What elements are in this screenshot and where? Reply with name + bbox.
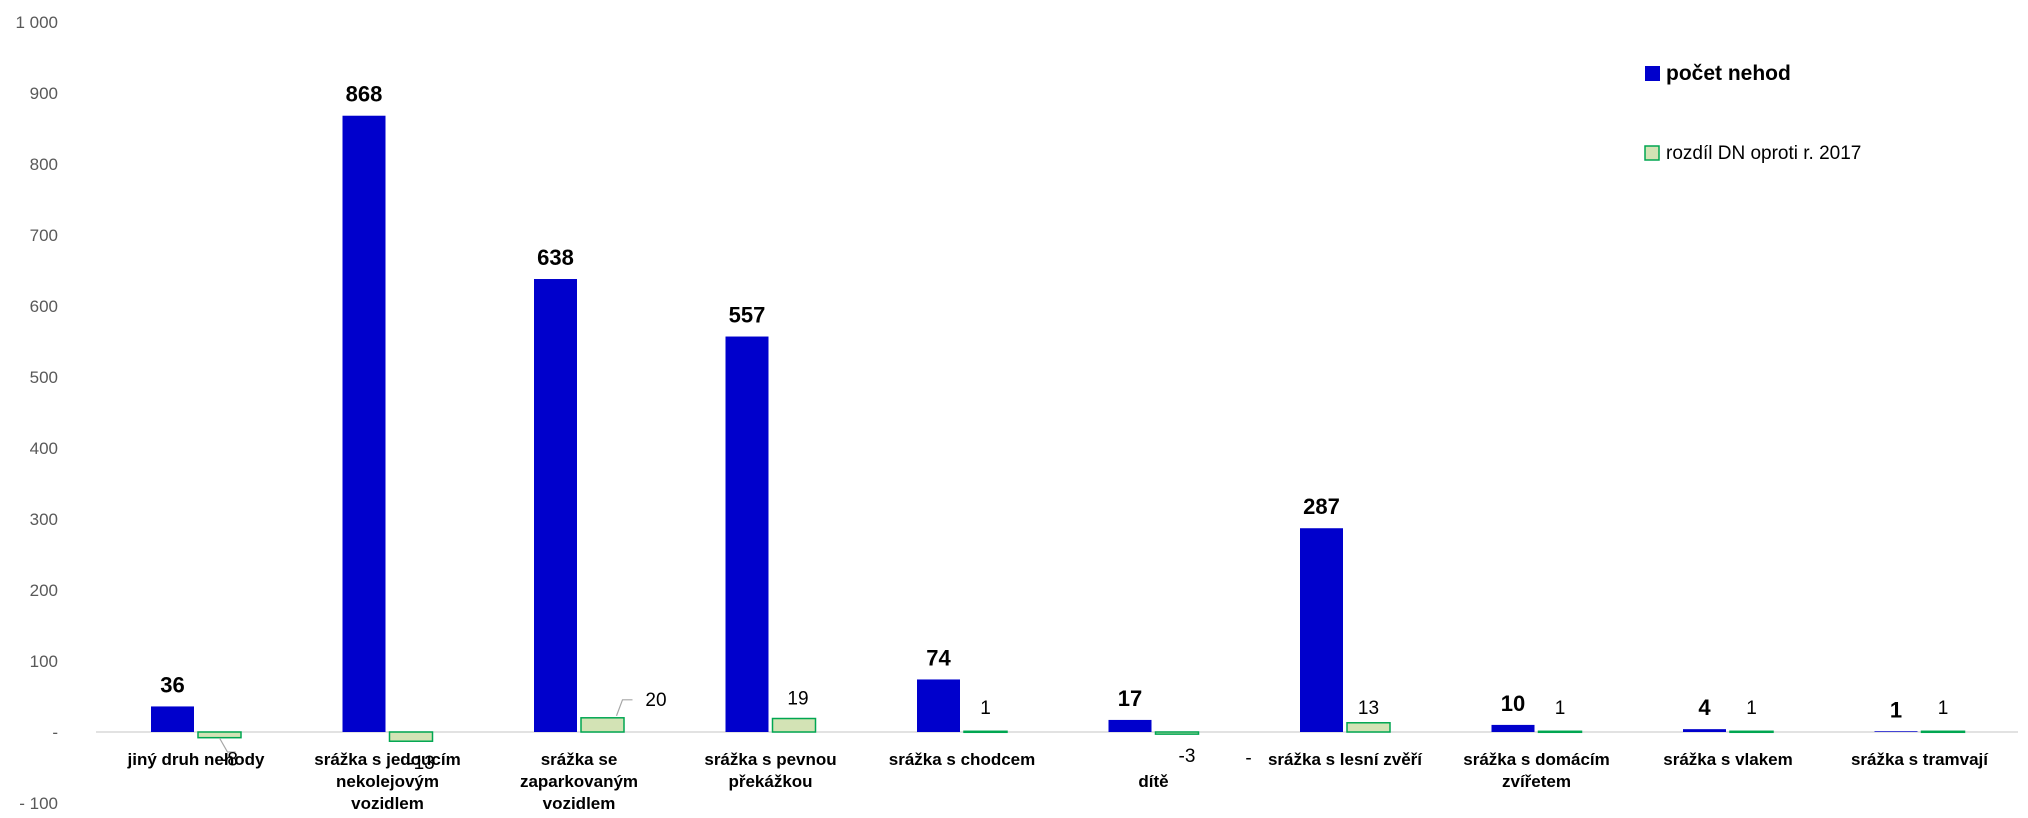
data-label-rozdil: 19: [787, 689, 808, 710]
bar-pocet-nehod: [534, 279, 577, 732]
y-tick-label: -: [52, 723, 58, 742]
data-label-rozdil: 1: [1938, 698, 1949, 719]
bar-rozdil: [580, 717, 625, 733]
legend-label-rozdil: rozdíl DN oproti r. 2017: [1666, 143, 1861, 164]
data-label-rozdil: -8: [221, 750, 238, 771]
y-axis: - 100 - 100 200 300 400 500 600 700 800 900 1 000: [15, 13, 58, 813]
data-label-pocet-nehod: 10: [1501, 691, 1525, 716]
bar-pocet-nehod: [917, 679, 960, 732]
y-tick-label: 1 000: [15, 13, 58, 32]
stray-dash-label: -: [1245, 748, 1251, 769]
data-label-rozdil: 1: [1746, 698, 1757, 719]
data-label-pocet-nehod: 1: [1890, 697, 1902, 722]
bar-pocet-nehod: [1683, 729, 1726, 732]
y-tick-label: 300: [30, 510, 58, 529]
legend-label-pocet-nehod: počet nehod: [1666, 62, 1791, 85]
data-label-rozdil: 13: [1358, 698, 1379, 719]
y-tick-label: 400: [30, 439, 58, 458]
data-label-pocet-nehod: 638: [537, 245, 574, 270]
y-tick-label: 700: [30, 226, 58, 245]
legend-swatch-pocet-nehod: [1645, 66, 1660, 81]
data-label-pocet-nehod: 287: [1303, 494, 1340, 519]
y-tick-label: 100: [30, 652, 58, 671]
bar-rozdil: [1729, 730, 1774, 734]
y-tick-label: 600: [30, 297, 58, 316]
x-tick-label: srážka se zaparkovaným vozidlem: [520, 750, 638, 813]
y-tick-label: - 100: [19, 794, 58, 813]
x-tick-label: srážka s lesní zvěří: [1268, 750, 1423, 769]
bar-pocet-nehod: [342, 115, 386, 733]
bar-rozdil: [1537, 730, 1583, 734]
data-labels-group: 36 -8 868 -13 638 20 557 19 74 1 17 -3 287 13 10 1 4 1 1 1: [160, 82, 1948, 775]
x-tick-label: srážka s chodcem: [889, 750, 1035, 769]
bar-rozdil: [963, 730, 1008, 734]
bar-pocet-nehod: [1874, 731, 1918, 732]
bar-pocet-nehod: [151, 706, 194, 732]
bar-pocet-nehod: [725, 336, 769, 732]
data-label-pocet-nehod: 868: [346, 82, 383, 107]
data-label-rozdil: 1: [1555, 698, 1566, 719]
bar-pocet-nehod: [1491, 724, 1535, 732]
x-tick-label: srážka s tramvají: [1851, 750, 1989, 769]
bar-rozdil: [1920, 730, 1966, 734]
bar-pocet-nehod: [1300, 528, 1343, 732]
y-tick-label: 500: [30, 368, 58, 387]
data-label-pocet-nehod: 74: [926, 645, 951, 670]
x-tick-label: srážka s domácím zvířetem: [1463, 750, 1609, 791]
data-label-leader: [218, 737, 236, 753]
data-label-rozdil: 1: [980, 698, 991, 719]
data-label-pocet-nehod: 557: [729, 303, 766, 328]
x-tick-label: srážka s pevnou překážkou: [704, 750, 836, 791]
legend: počet nehod rozdíl DN oproti r. 2017: [1644, 62, 1861, 164]
data-label-rozdil: 20: [645, 690, 666, 711]
data-label-pocet-nehod: 17: [1118, 686, 1142, 711]
bar-rozdil: [388, 731, 434, 742]
data-label-pocet-nehod: 36: [160, 672, 184, 697]
data-label-leader: [615, 699, 633, 717]
bar-rozdil: [771, 717, 817, 733]
bar-rozdil: [1154, 731, 1200, 735]
bar-rozdil: [1346, 722, 1391, 733]
y-tick-label: 900: [30, 84, 58, 103]
data-label-pocet-nehod: 4: [1698, 695, 1711, 720]
x-tick-label: dítě: [1138, 772, 1168, 791]
legend-swatch-rozdil: [1644, 145, 1660, 161]
x-tick-label: srážka s vlakem: [1663, 750, 1793, 769]
bar-pocet-nehod: [1108, 719, 1152, 732]
bars-group: [151, 115, 1966, 742]
x-tick-label: srážka s jedoucím nekolejovým vozidlem: [314, 750, 460, 813]
y-tick-label: 800: [30, 155, 58, 174]
data-label-rozdil: -3: [1179, 746, 1196, 767]
x-tick-label: jiný druh nehody: [127, 750, 265, 769]
bar-rozdil: [197, 731, 242, 739]
category-labels-group: jiný druh nehody srážka s jedoucím nekolej…: [127, 750, 1990, 813]
y-tick-label: 200: [30, 581, 58, 600]
data-label-rozdil: -13: [407, 753, 434, 774]
